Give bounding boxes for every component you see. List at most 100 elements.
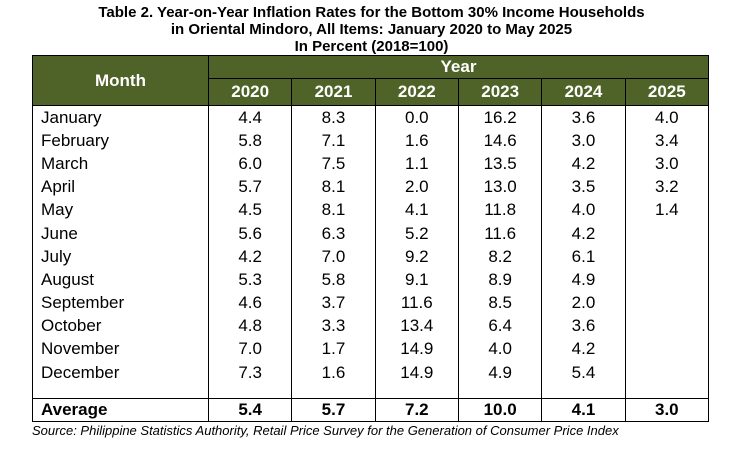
value-cell: 4.9 <box>457 361 543 385</box>
value-cell: 8.1 <box>291 175 376 199</box>
empty-cell <box>207 384 293 400</box>
value-cell: 3.7 <box>291 291 376 315</box>
month-cell: April <box>32 175 209 199</box>
year-header-2022: 2022 <box>374 78 459 106</box>
value-cell: 5.8 <box>207 129 293 153</box>
value-cell <box>624 245 710 269</box>
value-cell: 4.2 <box>207 245 293 269</box>
value-cell: 4.2 <box>541 337 626 362</box>
table-row: May 4.5 8.1 4.1 11.8 4.0 1.4 <box>32 198 710 222</box>
value-cell: 4.9 <box>541 268 626 292</box>
value-cell: 8.5 <box>457 291 543 315</box>
value-cell: 13.4 <box>374 314 459 338</box>
table-row: June 5.6 6.3 5.2 11.6 4.2 <box>32 221 710 246</box>
source-note: Source: Philippine Statistics Authority,… <box>32 423 619 439</box>
month-cell: November <box>32 337 209 362</box>
table-row: March 6.0 7.5 1.1 13.5 4.2 3.0 <box>32 152 710 176</box>
month-cell: December <box>32 361 209 385</box>
value-cell: 4.5 <box>207 198 293 222</box>
average-value: 5.7 <box>291 398 376 423</box>
value-cell: 5.6 <box>207 221 293 246</box>
table-title: Table 2. Year-on-Year Inflation Rates fo… <box>0 0 743 55</box>
value-cell: 14.9 <box>374 337 459 362</box>
value-cell: 7.0 <box>291 245 376 269</box>
empty-cell <box>291 384 376 400</box>
value-cell: 3.0 <box>541 129 626 153</box>
value-cell <box>624 291 710 315</box>
value-cell: 5.2 <box>374 221 459 246</box>
value-cell <box>624 221 710 246</box>
value-cell: 1.7 <box>291 337 376 362</box>
inflation-table: Month Year 2020 2021 2022 2023 2024 2025 Janu… <box>32 55 710 423</box>
month-cell: October <box>32 314 209 338</box>
year-header-2020: 2020 <box>207 78 293 106</box>
title-line-3: In Percent (2018=100) <box>294 38 449 55</box>
value-cell: 13.0 <box>457 175 543 199</box>
value-cell: 3.0 <box>624 152 710 176</box>
value-cell: 5.3 <box>207 268 293 292</box>
average-value: 10.0 <box>457 398 543 423</box>
value-cell <box>624 268 710 292</box>
empty-cell <box>541 384 626 400</box>
value-cell: 14.9 <box>374 361 459 385</box>
value-cell: 5.7 <box>207 175 293 199</box>
value-cell: 8.3 <box>291 105 376 130</box>
value-cell: 8.1 <box>291 198 376 222</box>
empty-cell <box>457 384 543 400</box>
value-cell: 2.0 <box>541 291 626 315</box>
value-cell: 8.2 <box>457 245 543 269</box>
value-cell: 8.9 <box>457 268 543 292</box>
year-header-2024: 2024 <box>541 78 626 106</box>
value-cell: 6.1 <box>541 245 626 269</box>
table-row: September 4.6 3.7 11.6 8.5 2.0 <box>32 291 710 315</box>
value-cell: 6.4 <box>457 314 543 338</box>
month-header: Month <box>32 55 209 106</box>
month-cell: August <box>32 268 209 292</box>
value-cell <box>624 337 710 362</box>
average-value: 3.0 <box>624 398 710 423</box>
table-row: November 7.0 1.7 14.9 4.0 4.2 <box>32 337 710 362</box>
value-cell: 4.2 <box>541 221 626 246</box>
value-cell: 3.6 <box>541 314 626 338</box>
value-cell: 4.6 <box>207 291 293 315</box>
month-cell: June <box>32 221 209 246</box>
value-cell: 3.5 <box>541 175 626 199</box>
month-cell: September <box>32 291 209 315</box>
table-row: February 5.8 7.1 1.6 14.6 3.0 3.4 <box>32 129 710 153</box>
spacer-row <box>32 384 710 400</box>
value-cell: 4.4 <box>207 105 293 130</box>
average-label: Average <box>32 398 209 423</box>
value-cell: 6.3 <box>291 221 376 246</box>
table-row: August 5.3 5.8 9.1 8.9 4.9 <box>32 268 710 292</box>
value-cell: 3.4 <box>624 129 710 153</box>
value-cell: 7.5 <box>291 152 376 176</box>
value-cell <box>624 314 710 338</box>
value-cell: 14.6 <box>457 129 543 153</box>
table-body: January 4.4 8.3 0.0 16.2 3.6 4.0 February 5.8 7.1… <box>32 105 710 423</box>
value-cell: 11.8 <box>457 198 543 222</box>
year-header-2025: 2025 <box>624 78 710 106</box>
value-cell: 11.6 <box>374 291 459 315</box>
value-cell: 4.8 <box>207 314 293 338</box>
value-cell: 9.1 <box>374 268 459 292</box>
value-cell: 5.8 <box>291 268 376 292</box>
title-line-1: Table 2. Year-on-Year Inflation Rates fo… <box>98 4 645 21</box>
value-cell: 6.0 <box>207 152 293 176</box>
year-header-2023: 2023 <box>457 78 543 106</box>
value-cell: 9.2 <box>374 245 459 269</box>
average-row: Average 5.4 5.7 7.2 10.0 4.1 3.0 <box>32 398 710 423</box>
average-value: 5.4 <box>207 398 293 423</box>
value-cell: 3.2 <box>624 175 710 199</box>
value-cell: 1.4 <box>624 198 710 222</box>
value-cell: 3.3 <box>291 314 376 338</box>
month-cell: March <box>32 152 209 176</box>
value-cell: 4.0 <box>624 105 710 130</box>
value-cell: 0.0 <box>374 105 459 130</box>
empty-cell <box>624 384 710 400</box>
value-cell: 1.6 <box>291 361 376 385</box>
value-cell: 7.3 <box>207 361 293 385</box>
empty-cell <box>374 384 459 400</box>
value-cell <box>624 361 710 385</box>
year-header-2021: 2021 <box>291 78 376 106</box>
value-cell: 4.0 <box>457 337 543 362</box>
